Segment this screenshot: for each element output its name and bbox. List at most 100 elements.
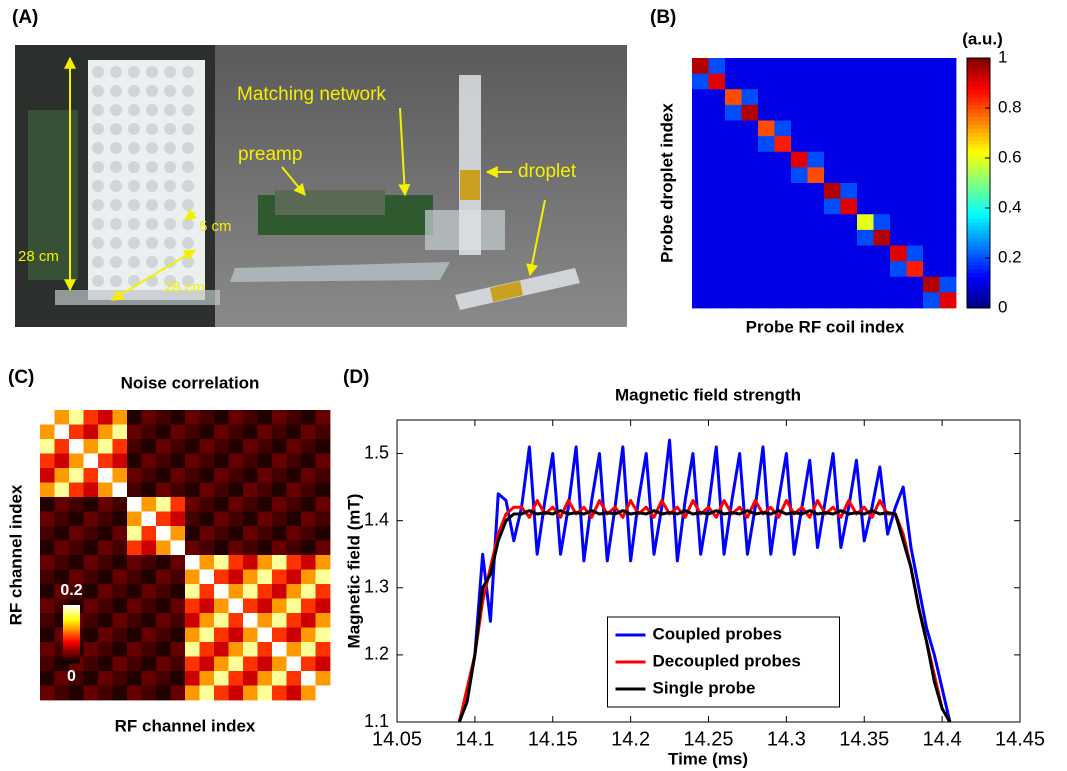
heatmap-cell — [113, 686, 128, 701]
heatmap-cell — [692, 183, 709, 199]
heatmap-cell — [200, 526, 215, 541]
heatmap-cell — [156, 497, 171, 512]
heatmap-cell — [742, 183, 759, 199]
heatmap-cell — [316, 512, 331, 527]
hole — [164, 142, 176, 154]
heatmap-cell — [709, 167, 726, 183]
heatmap-cell — [185, 613, 200, 628]
heatmap-cell — [808, 89, 825, 105]
heatmap-cell — [857, 292, 874, 308]
heatmap-cell — [791, 58, 808, 74]
heatmap-cell — [200, 410, 215, 425]
heatmap-cell — [758, 246, 775, 262]
heatmap-cell — [200, 468, 215, 483]
y-tick-label: 1.3 — [364, 577, 389, 597]
heatmap-cell — [725, 230, 742, 246]
heatmap-cell — [40, 555, 55, 570]
heatmap-cell — [940, 183, 957, 199]
hole — [146, 142, 158, 154]
colorbar-swatch — [967, 246, 990, 250]
heatmap-cell — [243, 686, 258, 701]
heatmap-cell — [185, 642, 200, 657]
heatmap-cell — [185, 439, 200, 454]
heatmap-cell — [857, 58, 874, 74]
heatmap-cell — [316, 454, 331, 469]
heatmap-cell — [808, 136, 825, 152]
heatmap-cell — [84, 613, 99, 628]
photo-label: 5 cm — [199, 218, 232, 235]
heatmap-cell — [857, 183, 874, 199]
heatmap-cell — [243, 628, 258, 643]
heatmap-cell — [808, 214, 825, 230]
heatmap-cell — [725, 214, 742, 230]
heatmap-cell — [142, 686, 157, 701]
heatmap-cell — [824, 105, 841, 121]
heatmap-cell — [156, 483, 171, 498]
heatmap-cell — [874, 167, 891, 183]
heatmap-cell — [316, 642, 331, 657]
heatmap-cell — [692, 199, 709, 215]
heatmap-cell — [890, 292, 907, 308]
hole — [128, 218, 140, 230]
colorbar-swatch — [967, 226, 990, 230]
colorbar-swatch — [967, 167, 990, 171]
heatmap-cell — [940, 230, 957, 246]
heatmap-cell — [243, 657, 258, 672]
heatmap-cell — [709, 292, 726, 308]
heatmap-cell — [709, 246, 726, 262]
heatmap-cell — [775, 199, 792, 215]
heatmap-cell — [907, 292, 924, 308]
heatmap-cell — [742, 230, 759, 246]
heatmap-cell — [692, 58, 709, 74]
heatmap-cell — [709, 199, 726, 215]
heatmap-cell — [287, 628, 302, 643]
heatmap-cell — [171, 686, 186, 701]
heatmap-cell — [84, 425, 99, 440]
hole — [92, 199, 104, 211]
colorbar-swatch — [967, 105, 990, 109]
heatmap-cell — [301, 613, 316, 628]
heatmap-cell — [791, 121, 808, 137]
heatmap-cell — [923, 230, 940, 246]
heatmap-cell — [84, 686, 99, 701]
heatmap-cell — [742, 199, 759, 215]
hole — [110, 85, 122, 97]
heatmap-cell — [127, 439, 142, 454]
heatmap-cell — [725, 167, 742, 183]
colorbar-swatch — [967, 62, 990, 66]
heatmap-cell — [98, 439, 113, 454]
colorbar-swatch — [967, 230, 990, 234]
heatmap-cell — [907, 152, 924, 168]
heatmap-cell — [857, 261, 874, 277]
heatmap-cell — [940, 167, 957, 183]
heatmap-cell — [301, 584, 316, 599]
heatmap-cell — [725, 121, 742, 137]
heatmap-cell — [200, 584, 215, 599]
heatmap-cell — [40, 497, 55, 512]
heatmap-cell — [857, 230, 874, 246]
heatmap-cell — [55, 555, 70, 570]
heatmap-cell — [243, 599, 258, 614]
heatmap-cell — [775, 230, 792, 246]
heatmap-cell — [156, 526, 171, 541]
heatmap-cell — [316, 599, 331, 614]
colorbar-swatch — [967, 152, 990, 156]
heatmap-cell — [874, 74, 891, 90]
heatmap-cell — [258, 541, 273, 556]
colorbar-swatch — [63, 605, 80, 606]
heatmap-cell — [775, 152, 792, 168]
colorbar-tick-label: 0 — [67, 668, 76, 685]
hole — [92, 256, 104, 268]
colorbar-swatch — [967, 261, 990, 265]
heatmap-cell — [890, 261, 907, 277]
colorbar-swatch — [967, 113, 990, 117]
heatmap-cell — [272, 613, 287, 628]
heatmap-cell — [113, 642, 128, 657]
heatmap-cell — [142, 657, 157, 672]
heatmap-cell — [874, 136, 891, 152]
hole — [92, 66, 104, 78]
heatmap-cell — [272, 599, 287, 614]
x-axis-label: RF channel index — [115, 716, 256, 735]
heatmap-cell — [272, 512, 287, 527]
colorbar-swatch — [967, 273, 990, 277]
